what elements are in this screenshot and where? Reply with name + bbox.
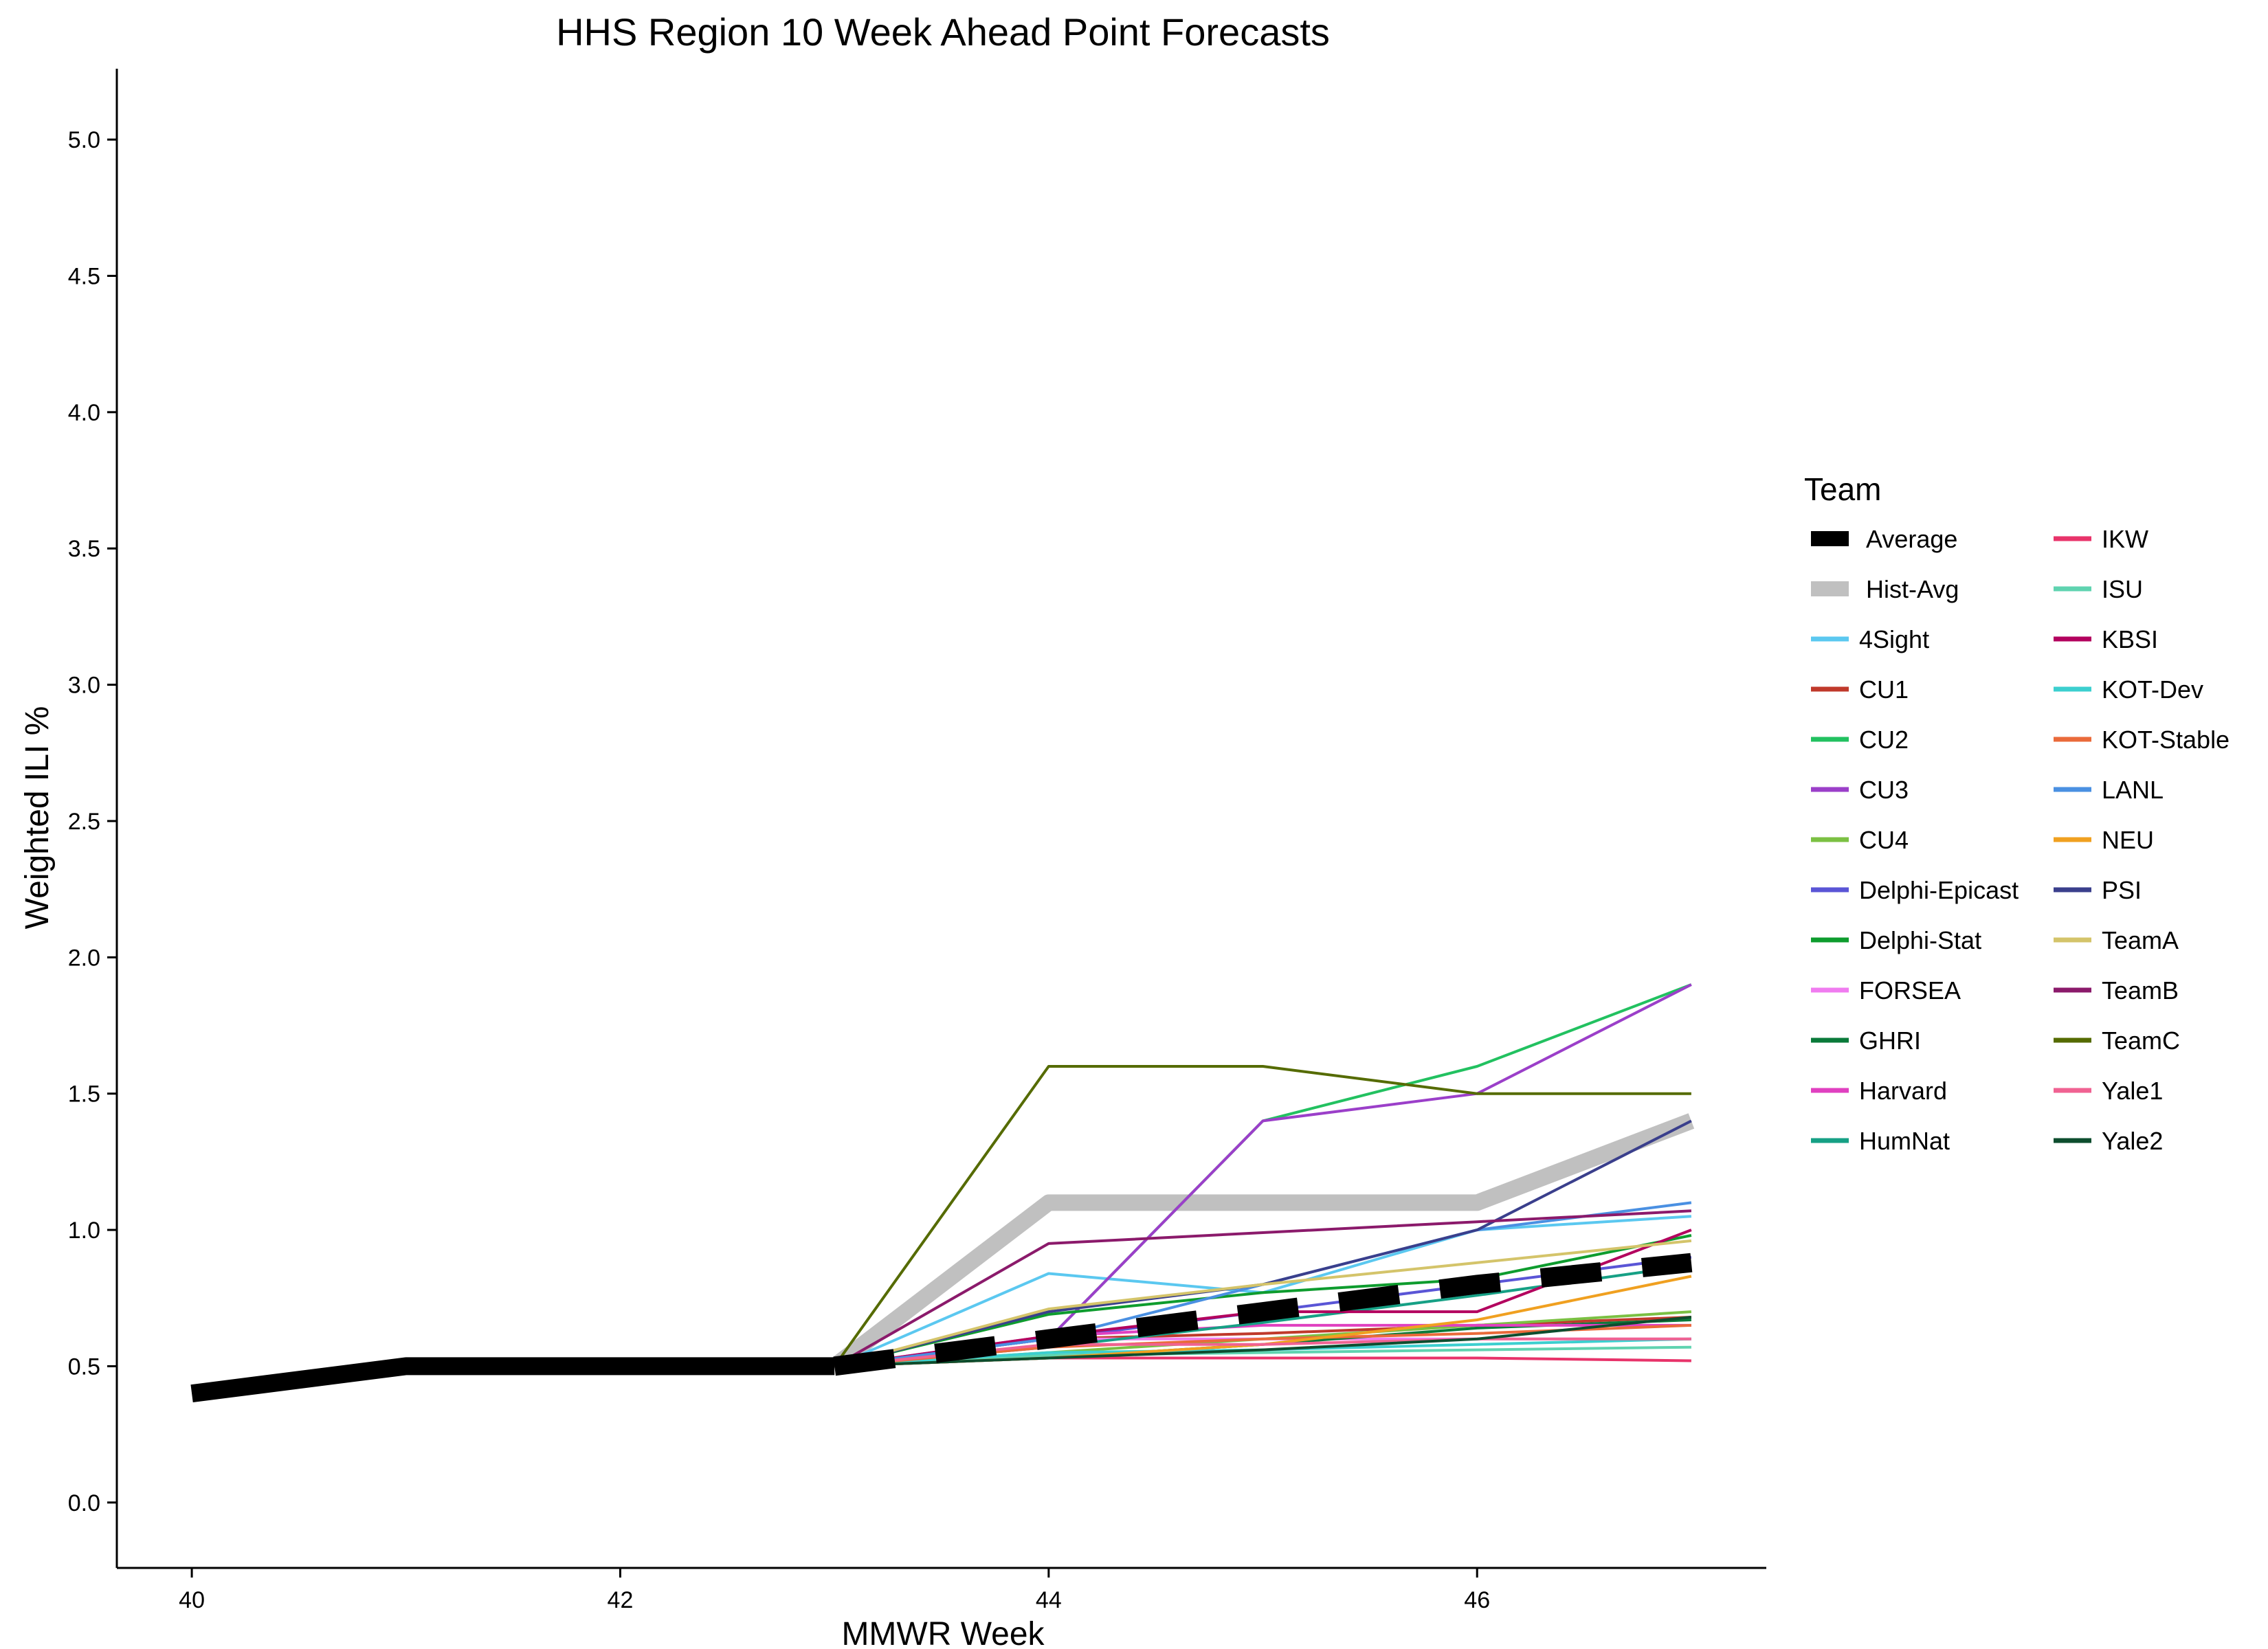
y-tick-label: 3.0 — [68, 673, 100, 699]
x-axis-title: MMWR Week — [841, 1616, 1045, 1649]
legend-label-humnat: HumNat — [1859, 1127, 1950, 1155]
y-tick-label: 4.0 — [68, 400, 100, 426]
legend-label-yale1: Yale1 — [2102, 1077, 2163, 1105]
series-line-isu — [834, 1345, 1691, 1368]
legend-label-yale2: Yale2 — [2102, 1127, 2163, 1155]
y-tick-label: 0.5 — [68, 1354, 100, 1380]
x-tick-label: 46 — [1464, 1587, 1490, 1613]
series-line-teamb — [834, 1209, 1692, 1368]
y-tick-label: 2.5 — [68, 809, 100, 835]
y-tick-label: 4.5 — [68, 264, 100, 290]
legend-title: Team — [1804, 471, 1881, 507]
x-ticks: 40 42 44 46 — [179, 1568, 1490, 1613]
y-ticks: 0.0 0.5 1.0 1.5 2.0 2.5 3.0 3.5 4.0 4.5 5.0 — [68, 127, 117, 1516]
legend-label-kot-dev: KOT-Dev — [2102, 675, 2203, 704]
legend-label-harvard: Harvard — [1859, 1077, 1947, 1105]
legend-label-psi: PSI — [2102, 876, 2142, 904]
legend-label-teamb: TeamB — [2102, 976, 2179, 1005]
legend-label-forsea: FORSEA — [1859, 976, 1961, 1005]
series-line-hist-avg — [829, 1113, 1695, 1373]
series-line-teamc — [833, 1065, 1691, 1367]
legend-label-ghri: GHRI — [1859, 1027, 1921, 1055]
series-line-average — [833, 1253, 1693, 1376]
legend-label-4sight: 4Sight — [1859, 625, 1929, 653]
y-tick-label: 3.5 — [68, 536, 100, 562]
y-axis-title: Weighted ILI % — [19, 706, 56, 930]
x-tick-label: 40 — [179, 1587, 205, 1613]
observed-line — [190, 1357, 835, 1402]
y-tick-label: 1.5 — [68, 1081, 100, 1108]
legend-label-average: Average — [1866, 525, 1957, 553]
legend-items: Average Hist-Avg 4Sight CU1 CU2 CU3 CU4 Delphi-… — [1811, 525, 2230, 1155]
series-line-yale2 — [834, 1316, 1692, 1368]
series-line-teama — [834, 1239, 1692, 1368]
x-tick-label: 44 — [1036, 1587, 1062, 1613]
legend-label-cu2: CU2 — [1859, 726, 1909, 754]
y-tick-label: 2.0 — [68, 945, 100, 971]
legend-label-delphi-stat: Delphi-Stat — [1859, 926, 1981, 954]
legend-label-kot-stable: KOT-Stable — [2102, 726, 2230, 754]
legend-label-ikw: IKW — [2102, 525, 2148, 553]
y-tick-label: 5.0 — [68, 127, 100, 153]
legend-label-hist-avg: Hist-Avg — [1866, 575, 1959, 603]
legend-label-delphi-epicast: Delphi-Epicast — [1859, 876, 2019, 904]
legend-label-kbsi: KBSI — [2102, 625, 2158, 653]
legend-label-neu: NEU — [2102, 826, 2154, 854]
y-tick-label: 1.0 — [68, 1218, 100, 1244]
chart-title: HHS Region 10 Week Ahead Point Forecasts — [556, 10, 1330, 54]
legend-label-teamc: TeamC — [2102, 1027, 2180, 1055]
series-line-delphi-stat — [834, 1234, 1692, 1368]
legend-label-cu4: CU4 — [1859, 826, 1909, 854]
legend-label-cu1: CU1 — [1859, 675, 1909, 704]
y-tick-label: 0.0 — [68, 1490, 100, 1516]
legend: Team Average Hist-Avg 4Sight CU1 CU2 CU3 CU4 De… — [1804, 471, 2230, 1155]
x-tick-label: 42 — [608, 1587, 634, 1613]
legend-label-lanl: LANL — [2102, 776, 2164, 804]
legend-label-teama: TeamA — [2102, 926, 2179, 954]
legend-label-isu: ISU — [2102, 575, 2143, 603]
plot-area — [190, 983, 1695, 1402]
legend-label-cu3: CU3 — [1859, 776, 1909, 804]
